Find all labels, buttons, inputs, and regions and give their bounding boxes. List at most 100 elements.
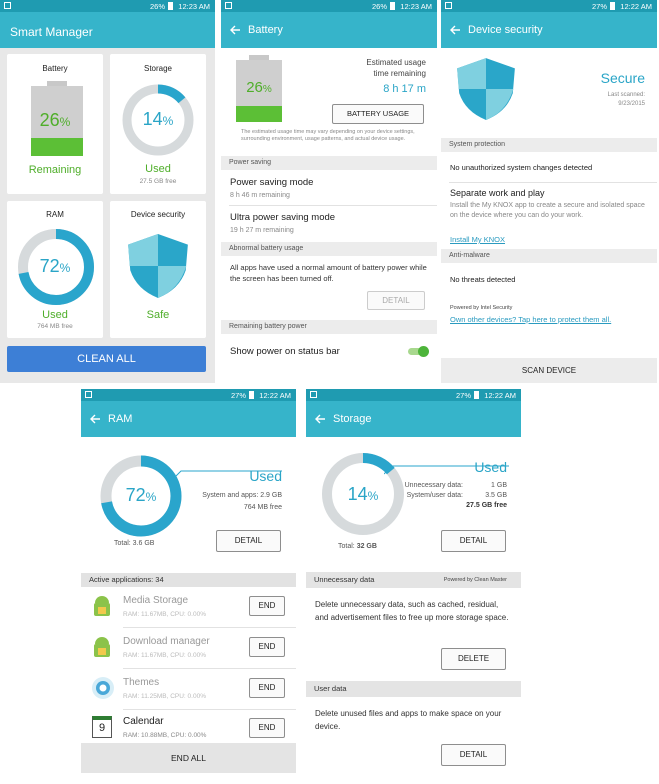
percent-unit: % bbox=[59, 261, 71, 275]
card-label: Storage bbox=[143, 64, 173, 73]
divider bbox=[123, 627, 296, 628]
app-name: Download manager bbox=[123, 636, 210, 647]
back-button[interactable] bbox=[89, 414, 101, 424]
ring bbox=[122, 84, 194, 156]
ring-arc bbox=[18, 229, 94, 305]
clean-all-button[interactable]: CLEAN ALL bbox=[7, 346, 206, 372]
system-label: System/user data: bbox=[406, 492, 463, 499]
free-storage: 27.5 GB free bbox=[466, 502, 507, 509]
security-card[interactable]: Device security Safe bbox=[110, 201, 206, 338]
shield-icon bbox=[457, 58, 515, 120]
app-name: Themes bbox=[123, 677, 160, 688]
header: Device security bbox=[441, 12, 657, 48]
percent-value: 14 bbox=[347, 484, 368, 504]
card-detail: 27.5 GB free bbox=[139, 178, 177, 185]
shield-icon bbox=[128, 234, 188, 298]
unnecessary-label: Unnecessary data: bbox=[404, 482, 463, 489]
end-button[interactable]: END bbox=[249, 637, 285, 657]
battery-body bbox=[236, 60, 282, 122]
detail-button[interactable]: DETAIL bbox=[441, 530, 506, 552]
title: Smart Manager bbox=[10, 25, 93, 39]
app-info: RAM: 10.88MB, CPU: 0.00% bbox=[123, 732, 207, 739]
back-button[interactable] bbox=[314, 414, 326, 424]
scan-device-button[interactable]: SCAN DEVICE bbox=[441, 358, 657, 383]
back-button[interactable] bbox=[449, 25, 461, 35]
battery-screen: 26% 12:23 AM Battery 26% Estimated usage… bbox=[221, 0, 437, 383]
estimate-label: Estimated usage time remaining bbox=[366, 58, 426, 78]
title: Battery bbox=[248, 24, 283, 36]
user-detail-button[interactable]: DETAIL bbox=[441, 744, 506, 766]
ram-card[interactable]: RAM 72% Used 764 MB free bbox=[7, 201, 103, 338]
battery-status: 27% bbox=[591, 2, 607, 11]
detail-button[interactable]: DETAIL bbox=[367, 291, 425, 310]
abnormal-text: All apps have used a normal amount of ba… bbox=[230, 263, 427, 283]
back-button[interactable] bbox=[229, 25, 241, 35]
battery-level bbox=[236, 105, 282, 122]
section-header: Anti-malware bbox=[441, 249, 657, 263]
storage-card[interactable]: Storage 14% Used 27.5 GB free bbox=[110, 54, 206, 194]
app-info: RAM: 11.67MB, CPU: 0.00% bbox=[123, 611, 206, 618]
app-icon bbox=[94, 637, 110, 657]
estimate-note: The estimated usage time may vary depend… bbox=[241, 129, 415, 142]
status-bar: 27% 12:22 AM bbox=[81, 389, 296, 401]
end-button[interactable]: END bbox=[249, 718, 285, 738]
callout-line bbox=[169, 470, 282, 484]
percent-unit: % bbox=[162, 114, 174, 128]
section-header: Power saving bbox=[221, 156, 437, 170]
end-all-button[interactable]: END ALL bbox=[81, 743, 296, 773]
option-title[interactable]: Ultra power saving mode bbox=[230, 212, 336, 223]
battery-card[interactable]: Battery 26% Remaining bbox=[7, 54, 103, 194]
battery-icon bbox=[249, 391, 254, 399]
card-caption: Safe bbox=[146, 309, 170, 321]
battery-usage-button[interactable]: BATTERY USAGE bbox=[332, 104, 424, 124]
calendar-day: 9 bbox=[98, 722, 106, 734]
battery-icon bbox=[474, 391, 479, 399]
card-label: Device security bbox=[130, 210, 186, 219]
app-info: RAM: 11.25MB, CPU: 0.00% bbox=[123, 693, 206, 700]
section-header: Active applications: 34 bbox=[81, 573, 296, 587]
battery-body bbox=[31, 86, 83, 156]
section-header: Remaining battery power bbox=[221, 320, 437, 334]
percent-value: 72 bbox=[39, 256, 60, 276]
app-name: Media Storage bbox=[123, 595, 189, 606]
end-button[interactable]: END bbox=[249, 678, 285, 698]
percent-unit: % bbox=[262, 84, 272, 95]
end-button[interactable]: END bbox=[249, 596, 285, 616]
notification-icon bbox=[445, 2, 452, 9]
section-header: Unnecessary data bbox=[306, 572, 521, 588]
battery-status: 26% bbox=[149, 2, 165, 11]
total-label: Total: bbox=[338, 543, 355, 550]
percent-unit: % bbox=[59, 115, 71, 129]
storage-percent: 14% bbox=[318, 484, 408, 505]
delete-button[interactable]: DELETE bbox=[441, 648, 506, 670]
total-storage: Total: 32 GB bbox=[338, 543, 377, 550]
clock: 12:22 AM bbox=[620, 2, 652, 11]
option-title[interactable]: Power saving mode bbox=[230, 177, 314, 188]
estimate-value: 8 h 17 m bbox=[383, 83, 426, 95]
used-caption: Used bbox=[249, 468, 282, 484]
battery-icon bbox=[610, 2, 615, 10]
ring bbox=[18, 229, 94, 305]
last-scanned: 9/23/2015 bbox=[618, 101, 645, 107]
system-value: 3.5 GB bbox=[485, 492, 507, 499]
ring bbox=[322, 453, 404, 535]
user-text: Delete unused files and apps to make spa… bbox=[315, 709, 502, 731]
divider bbox=[449, 182, 657, 183]
used-caption: Used bbox=[474, 459, 507, 475]
status-bar: 26% 12:23 AM bbox=[221, 0, 437, 12]
battery-percent: 26% bbox=[7, 110, 103, 131]
divider bbox=[229, 205, 437, 206]
battery-status: 26% bbox=[371, 2, 387, 11]
option-title: Show power on status bar bbox=[230, 346, 340, 357]
devices-link[interactable]: Own other devices? Tap here to protect t… bbox=[450, 315, 612, 324]
ring bbox=[100, 455, 182, 537]
card-detail: 764 MB free bbox=[37, 323, 73, 330]
toggle-switch[interactable] bbox=[408, 346, 429, 357]
detail-button[interactable]: DETAIL bbox=[216, 530, 281, 552]
knox-link[interactable]: Install My KNOX bbox=[450, 235, 506, 244]
storage-percent: 14% bbox=[110, 109, 206, 130]
title: Device security bbox=[468, 24, 543, 36]
clock: 12:23 AM bbox=[400, 2, 432, 11]
app-icon: 9 bbox=[92, 716, 112, 738]
